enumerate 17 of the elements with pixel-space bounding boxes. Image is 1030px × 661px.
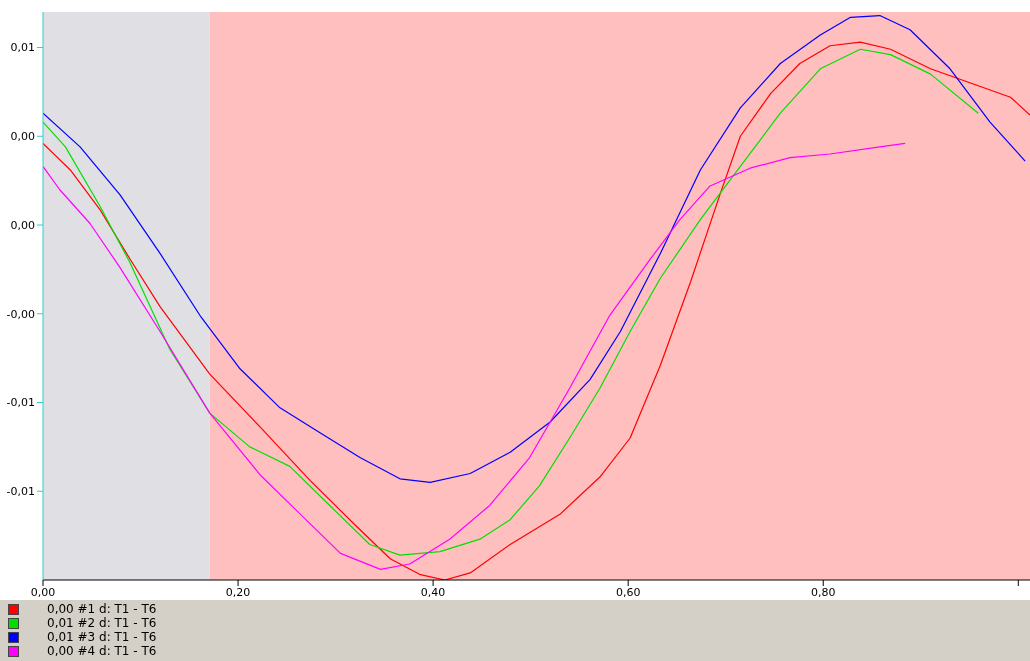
y-tick-label: 0,00: [10, 130, 35, 144]
legend-label: 0,01 #3 d: T1 - T6: [47, 630, 157, 644]
x-tick-label: 0,60: [615, 585, 641, 599]
y-tick-label: -0,00: [6, 307, 35, 321]
line-series: [43, 142, 906, 570]
x-tick-label: 0,40: [420, 585, 446, 599]
x-tick-label: 0,80: [810, 585, 836, 599]
x-tick-label: 0,20: [225, 585, 251, 599]
legend-label: 0,01 #2 d: T1 - T6: [47, 616, 157, 630]
line-series: [43, 14, 1026, 483]
legend-label: 0,00 #4 d: T1 - T6: [47, 644, 157, 658]
y-tick-label: 0,01: [10, 41, 35, 55]
legend-label: 0,00 #1 d: T1 - T6: [47, 602, 157, 616]
y-tick-label: -0,01: [6, 396, 35, 410]
x-tick-label: 0,00: [30, 585, 56, 599]
y-tick-label: 0,00: [10, 218, 35, 232]
y-tick-label: -0,01: [6, 485, 35, 499]
